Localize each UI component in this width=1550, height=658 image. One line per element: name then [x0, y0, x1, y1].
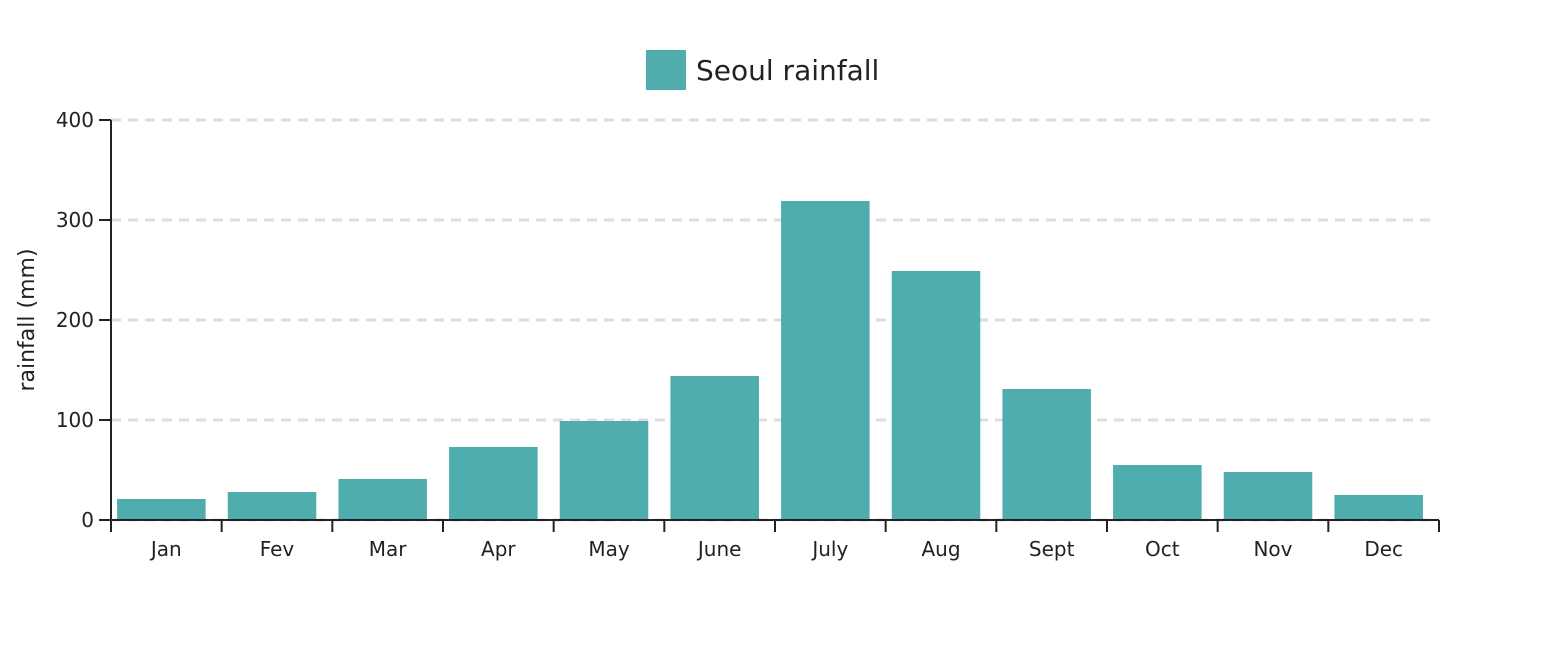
- x-tick-label: June: [696, 537, 742, 561]
- bar-dec[interactable]: [1334, 495, 1423, 520]
- x-tick-label: Aug: [921, 537, 960, 561]
- bar-july[interactable]: [781, 201, 870, 520]
- bar-june[interactable]: [670, 376, 759, 520]
- bar-nov[interactable]: [1223, 472, 1313, 520]
- x-axis: Jan Fev Mar Apr May June July Aug Sept Oct Nov Dec: [110, 519, 1440, 561]
- y-tick-label: 400: [56, 108, 94, 132]
- x-tick-label: Fev: [260, 537, 295, 561]
- bar-oct[interactable]: [1113, 465, 1202, 520]
- x-tick-label: Apr: [481, 537, 516, 561]
- y-axis-label: rainfall (mm): [15, 248, 40, 391]
- y-axis: 0 100 200 300 400: [56, 108, 112, 532]
- bar-may[interactable]: [559, 421, 649, 520]
- y-tick-label: 0: [81, 508, 94, 532]
- legend-swatch: [646, 50, 686, 90]
- x-tick-label: Sept: [1029, 537, 1075, 561]
- x-tick-label: Jan: [149, 537, 182, 561]
- x-tick-label: July: [810, 537, 848, 561]
- bars: [117, 201, 1423, 520]
- gridlines: [111, 118, 1434, 522]
- bar-aug[interactable]: [891, 271, 981, 520]
- x-tick-label: Mar: [369, 537, 408, 561]
- legend-label: Seoul rainfall: [696, 54, 879, 87]
- bar-apr[interactable]: [449, 447, 538, 520]
- y-tick-label: 200: [56, 308, 94, 332]
- bar-mar[interactable]: [338, 479, 427, 520]
- bar-sept[interactable]: [1002, 389, 1091, 520]
- x-tick-label: Oct: [1145, 537, 1180, 561]
- x-tick-label: Dec: [1364, 537, 1403, 561]
- legend[interactable]: Seoul rainfall: [646, 50, 879, 90]
- y-tick-label: 100: [56, 408, 94, 432]
- bar-fev[interactable]: [227, 492, 317, 520]
- x-tick-label: May: [588, 537, 630, 561]
- y-tick-label: 300: [56, 208, 94, 232]
- bar-jan[interactable]: [117, 499, 206, 520]
- x-tick-label: Nov: [1253, 537, 1292, 561]
